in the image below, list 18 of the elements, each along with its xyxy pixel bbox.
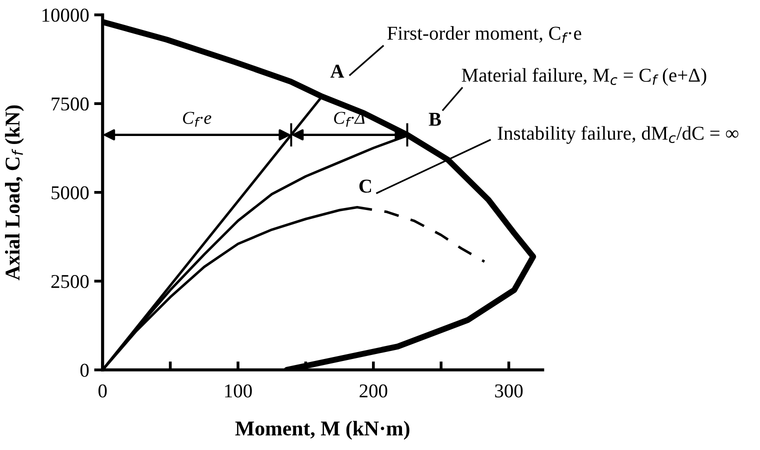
y-tick-label: 10000 [42, 8, 89, 22]
x-tick-label: 200 [360, 384, 388, 398]
annotation: First-order moment, C$_{f}$·e [387, 26, 582, 43]
annotation: Instability failure, dM$_{c}$/dC = ∞ [498, 126, 738, 144]
y-tick-label: 5000 [52, 186, 89, 200]
annotation: C$_{f}$·e [183, 112, 212, 127]
x-tick-label: 0 [98, 384, 107, 398]
y-tick-label: 7500 [52, 97, 89, 111]
x-axis-title: Moment, M (kN·m) [235, 420, 410, 440]
x-tick-label: 300 [495, 384, 523, 398]
annotation: Material failure, M$_{c}$ = C$_{f}$ (e+Δ) [462, 68, 706, 86]
annotation: B [428, 112, 441, 126]
x-tick-label: 100 [225, 384, 252, 398]
y-tick-label: 2500 [51, 274, 89, 288]
annotation: C [359, 180, 372, 193]
y-axis-title: Axial Load, C$_{f}$ (kN) [4, 105, 24, 280]
y-tick-label: 0 [80, 364, 89, 377]
annotation: A [330, 64, 344, 78]
